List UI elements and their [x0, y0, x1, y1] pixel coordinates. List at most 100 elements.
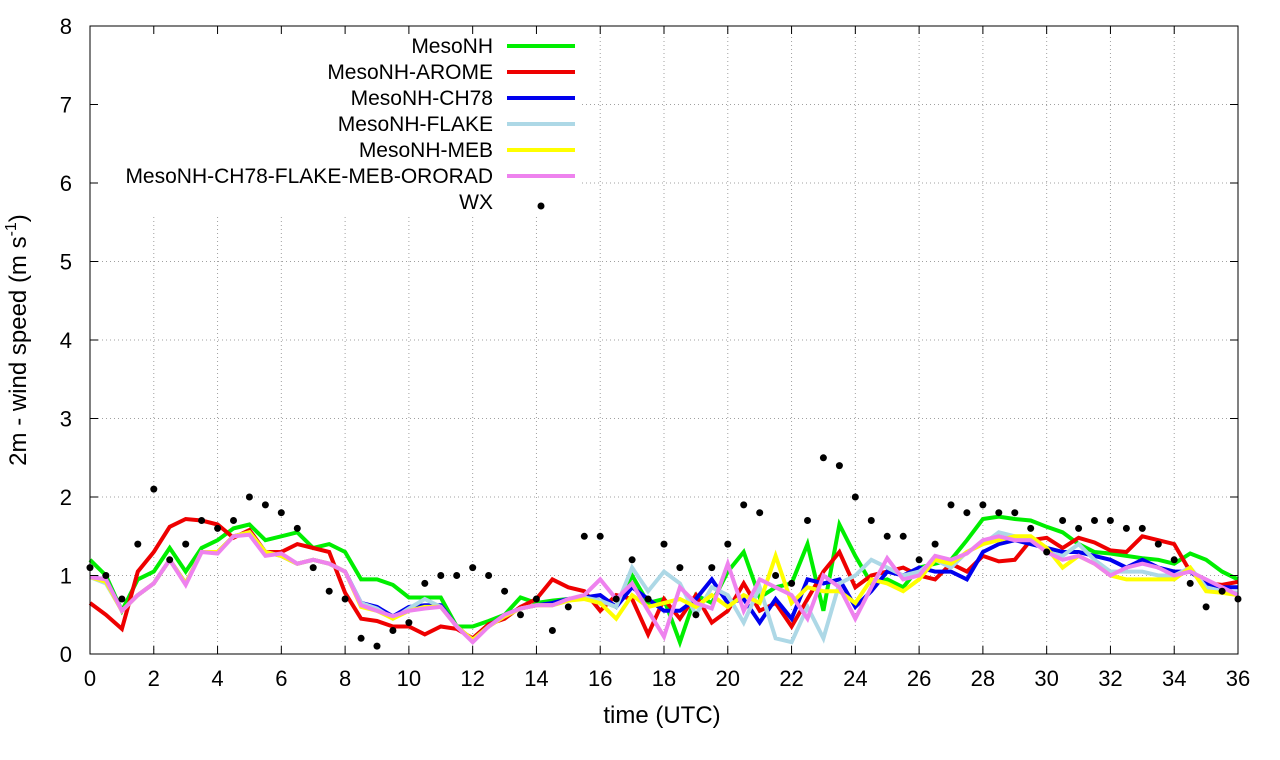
wx-point — [580, 532, 588, 540]
legend-label: WX — [459, 191, 493, 214]
x-tick-label: 18 — [652, 666, 676, 691]
legend: MesoNH MesoNH-AROME MesoNH-CH78 MesoNH-FLAK… — [125, 35, 575, 214]
wx-point — [1075, 524, 1083, 532]
wx-point — [804, 517, 811, 524]
wx-point — [293, 524, 301, 532]
wx-point — [517, 611, 524, 619]
wx-point — [182, 540, 190, 548]
y-axis-title-superscript: -1 — [3, 222, 20, 236]
wx-point — [134, 540, 142, 548]
wx-point — [277, 509, 285, 517]
wx-point — [835, 462, 843, 470]
wx-point — [1106, 517, 1114, 524]
legend-box — [91, 27, 581, 217]
x-tick-label: 28 — [971, 666, 995, 691]
x-axis-title: time (UTC) — [603, 702, 720, 729]
wx-point — [198, 517, 206, 524]
x-tick-label: 8 — [339, 666, 351, 691]
legend-label: MesoNH-FLAKE — [338, 113, 493, 136]
wx-point — [373, 642, 381, 650]
legend-background — [91, 27, 581, 217]
wx-point — [756, 509, 764, 517]
wx-point — [979, 501, 987, 509]
wx-point — [1218, 587, 1226, 595]
wx-point — [230, 517, 237, 524]
wx-point — [899, 532, 907, 540]
y-tick-label: 1 — [60, 564, 72, 589]
wx-point — [995, 509, 1003, 517]
wx-point — [341, 595, 349, 603]
wx-point — [453, 572, 461, 579]
wx-point — [644, 595, 652, 603]
x-tick-label: 4 — [211, 666, 223, 691]
wx-point — [628, 556, 636, 564]
x-tick-label: 16 — [588, 666, 612, 691]
legend-label: MesoNH-CH78-FLAKE-MEB-ORORAD — [125, 165, 493, 188]
x-tick-label: 12 — [460, 666, 484, 691]
wx-point — [437, 572, 445, 579]
y-tick-label: 2 — [60, 485, 72, 510]
wx-point — [564, 603, 572, 611]
y-tick-label: 7 — [60, 93, 72, 118]
wx-point — [788, 579, 796, 587]
wx-point — [1202, 603, 1210, 611]
x-tick-label: 0 — [84, 666, 96, 691]
y-axis-title-end: ) — [5, 214, 32, 222]
wx-point — [485, 572, 493, 579]
wx-point — [357, 634, 365, 642]
wx-point — [1027, 524, 1035, 532]
x-tick-label: 10 — [397, 666, 421, 691]
wx-point — [548, 627, 556, 634]
legend-swatch — [537, 202, 545, 210]
wx-point — [596, 532, 604, 540]
wx-point — [501, 587, 509, 595]
wx-point — [166, 556, 174, 564]
wx-point — [660, 540, 668, 548]
y-axis-title-main: 2m - wind speed (m s — [5, 236, 32, 465]
x-tick-label: 30 — [1034, 666, 1058, 691]
wx-point — [1043, 548, 1051, 556]
wx-point — [102, 572, 110, 579]
observation-points — [86, 454, 1242, 650]
wx-point — [819, 454, 827, 462]
series-line-mesonh-meb — [89, 530, 1239, 643]
wx-point — [245, 493, 253, 501]
axis-ticks: 0 2 4 6 8 10 12 14 16 18 20 22 24 26 28 30 32 34 360123456… — [60, 14, 1250, 691]
wx-point — [883, 532, 891, 540]
x-tick-label: 2 — [148, 666, 160, 691]
wx-point — [724, 540, 732, 548]
wx-point — [692, 611, 700, 619]
series-lines — [88, 514, 1239, 649]
wx-point — [325, 587, 333, 595]
legend-label: MesoNH-CH78 — [351, 87, 493, 110]
wx-point — [1138, 524, 1146, 532]
legend-label: MesoNH-AROME — [327, 61, 493, 84]
wx-point — [1122, 524, 1130, 532]
x-tick-label: 14 — [524, 666, 548, 691]
wx-point — [851, 493, 859, 501]
wx-point — [261, 501, 269, 509]
wx-point — [1011, 509, 1019, 517]
y-tick-label: 5 — [60, 250, 72, 275]
y-axis-title: 2m - wind speed (m s-1) — [3, 214, 32, 466]
wx-point — [214, 524, 222, 532]
x-tick-label: 20 — [716, 666, 740, 691]
wx-point — [963, 509, 971, 517]
y-tick-label: 3 — [60, 407, 72, 432]
wx-point — [469, 564, 477, 572]
wx-point — [118, 595, 126, 603]
x-tick-label: 24 — [843, 666, 867, 691]
wx-point — [309, 564, 317, 572]
wx-point — [708, 564, 716, 572]
wx-point — [1186, 579, 1194, 587]
legend-label: MesoNH — [411, 35, 493, 58]
wx-point — [150, 485, 158, 493]
x-tick-label: 26 — [907, 666, 931, 691]
wx-point — [1091, 517, 1098, 524]
wx-point — [676, 564, 684, 572]
wx-point — [1059, 517, 1067, 524]
wx-point — [931, 540, 939, 548]
wx-point — [915, 556, 923, 564]
wx-point — [421, 579, 429, 587]
